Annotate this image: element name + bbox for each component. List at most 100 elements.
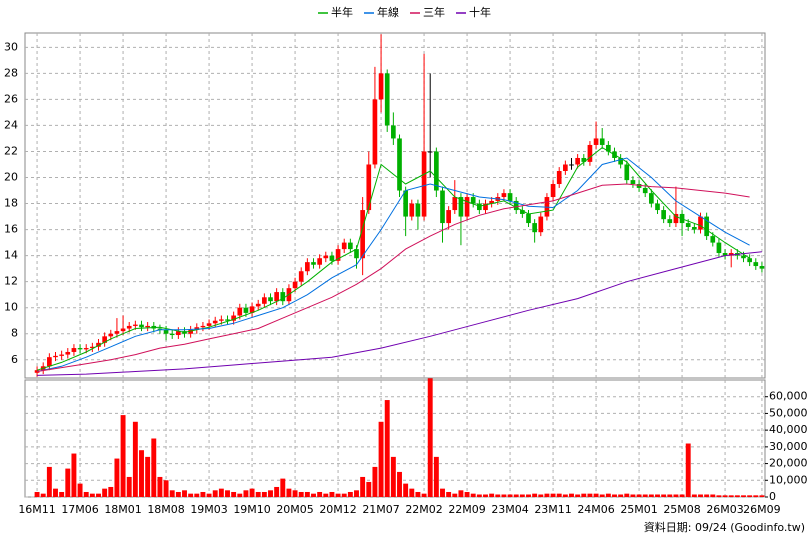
legend-label: 半年 bbox=[331, 5, 353, 19]
candle-body bbox=[464, 197, 470, 217]
volume-bar bbox=[734, 495, 740, 497]
candle-body bbox=[532, 223, 537, 233]
volume-bar bbox=[268, 490, 273, 497]
volume-bar bbox=[397, 471, 402, 497]
volume-bar bbox=[53, 488, 58, 497]
candle-body bbox=[231, 315, 236, 321]
candle-body bbox=[169, 333, 175, 336]
volume-bar bbox=[200, 491, 206, 497]
candle-body bbox=[606, 144, 611, 152]
volume-bar bbox=[513, 494, 519, 497]
candle-body bbox=[655, 203, 660, 211]
volume-bar bbox=[194, 493, 200, 497]
candle-body bbox=[704, 216, 709, 237]
candle-body bbox=[335, 249, 341, 261]
candle-body bbox=[133, 324, 138, 326]
candle-body bbox=[323, 255, 329, 259]
volume-bar bbox=[507, 494, 513, 497]
candle-body bbox=[624, 164, 630, 181]
candle-body bbox=[685, 223, 691, 227]
candle-body bbox=[53, 355, 58, 358]
candle-body bbox=[563, 164, 568, 171]
volume-bar bbox=[403, 483, 409, 497]
candle-body bbox=[526, 213, 531, 224]
ma-line bbox=[37, 183, 750, 372]
volume-bar bbox=[489, 493, 495, 497]
candle-body bbox=[83, 348, 89, 350]
volume-bar bbox=[182, 490, 187, 497]
candle-body bbox=[581, 157, 587, 162]
candle-body bbox=[507, 193, 513, 201]
candle-body bbox=[225, 319, 230, 321]
volume-bar bbox=[440, 488, 445, 497]
x-tick-label: 26M03 bbox=[706, 503, 744, 516]
volume-bar bbox=[354, 490, 359, 497]
volume-bar bbox=[624, 493, 630, 497]
volume-bar bbox=[685, 443, 691, 497]
volume-bar bbox=[722, 495, 728, 497]
volume-bar bbox=[225, 490, 230, 497]
volume-bar bbox=[341, 493, 347, 497]
volume-bar bbox=[120, 415, 126, 497]
candle-body bbox=[753, 262, 759, 267]
volume-bar bbox=[710, 494, 716, 497]
candle-body bbox=[427, 151, 433, 153]
candle-body bbox=[391, 125, 396, 139]
volume-bar bbox=[667, 494, 673, 497]
candle-body bbox=[636, 184, 642, 188]
candle-body bbox=[759, 266, 765, 269]
y-tick-label: 18 bbox=[4, 197, 18, 210]
volume-bar bbox=[311, 493, 316, 497]
volume-bar bbox=[286, 488, 292, 497]
x-tick-label: 22M02 bbox=[405, 503, 443, 516]
candle-body bbox=[409, 203, 415, 217]
y-tick-label: 6 bbox=[11, 353, 18, 366]
volume-bar bbox=[753, 495, 759, 497]
candle-body bbox=[59, 354, 64, 356]
candle-body bbox=[200, 325, 206, 328]
candle-body bbox=[188, 329, 193, 334]
volume-bar bbox=[89, 493, 95, 497]
y2-tick-label: 0 bbox=[769, 490, 776, 503]
y-tick-label: 8 bbox=[11, 327, 18, 340]
candle-body bbox=[163, 329, 169, 334]
candle-body bbox=[34, 370, 40, 373]
volume-bar bbox=[747, 495, 753, 497]
volume-bar bbox=[538, 494, 544, 497]
volume-bar bbox=[132, 421, 138, 497]
volume-bar bbox=[648, 494, 654, 497]
volume-bar bbox=[532, 493, 538, 497]
ma-line bbox=[36, 157, 750, 372]
volume-bar bbox=[556, 493, 562, 497]
candle-body bbox=[397, 138, 402, 191]
candle-body bbox=[366, 164, 372, 211]
y-tick-label: 12 bbox=[4, 275, 18, 288]
volume-bar bbox=[151, 438, 157, 497]
candle-body bbox=[384, 73, 390, 126]
volume-bar bbox=[298, 491, 304, 497]
candle-body bbox=[716, 242, 722, 254]
candle-body bbox=[77, 348, 83, 350]
candle-body bbox=[274, 292, 279, 302]
volume-bar bbox=[446, 491, 452, 497]
footnote: 資料日期: 09/24 (Goodinfo.tw) bbox=[644, 520, 805, 534]
candle-body bbox=[587, 144, 593, 162]
volume-bar bbox=[612, 494, 617, 497]
volume-bar bbox=[366, 481, 372, 497]
volume-bar bbox=[347, 491, 353, 497]
candle-body bbox=[71, 348, 77, 352]
volume-bar bbox=[575, 494, 581, 497]
volume-bar bbox=[372, 466, 378, 497]
x-tick-label: 18M08 bbox=[147, 503, 185, 516]
candle-body bbox=[673, 213, 679, 224]
volume-bar bbox=[587, 493, 593, 497]
candle-body bbox=[47, 357, 52, 367]
x-tick-label: 24M06 bbox=[577, 503, 615, 516]
candle-body bbox=[556, 171, 562, 185]
price-panel bbox=[24, 32, 766, 379]
volume-bar bbox=[581, 493, 587, 497]
y2-tick-label: 60,000 bbox=[769, 390, 808, 403]
candle-body bbox=[249, 306, 255, 313]
x-tick-label: 26M09 bbox=[743, 503, 781, 516]
volume-bar bbox=[421, 493, 427, 497]
